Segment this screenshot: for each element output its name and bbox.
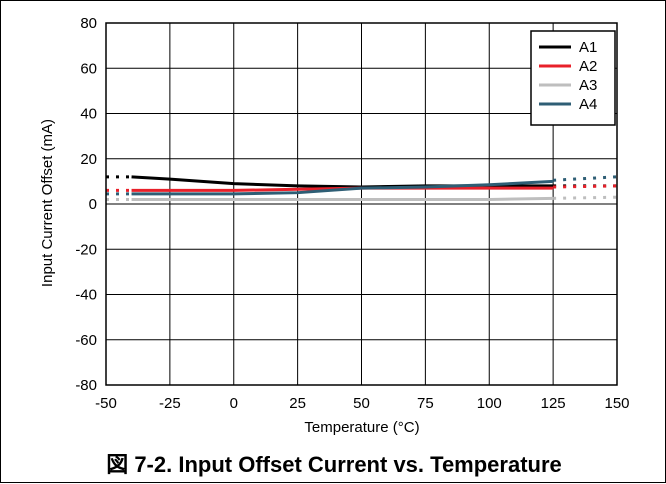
y-tick-label-2: 40 <box>80 106 97 123</box>
grid <box>106 23 617 385</box>
y-tick-label-4: 0 <box>89 196 97 213</box>
legend-label-A2: A2 <box>579 58 597 75</box>
legend: A1 A2 A3 A4 <box>530 30 616 126</box>
series-line-A3 <box>131 196 554 201</box>
x-tick-label-5: 75 <box>417 395 434 412</box>
x-axis-title: Temperature (°C) <box>304 419 419 436</box>
legend-label-A4: A4 <box>579 96 597 113</box>
x-tick-label-2: 0 <box>230 395 238 412</box>
series-line-A2 <box>131 186 554 192</box>
y-axis-ticks: 80 60 40 20 0 -20 -40 -60 -80 <box>75 15 97 394</box>
x-tick-label-7: 125 <box>541 395 566 412</box>
legend-box <box>530 30 616 126</box>
series-line-A4 <box>131 179 554 196</box>
legend-label-A3: A3 <box>579 77 597 94</box>
series-layer <box>106 175 618 201</box>
y-tick-label-5: -20 <box>75 241 97 258</box>
y-tick-label-6: -40 <box>75 287 97 304</box>
legend-label-A1: A1 <box>579 39 597 56</box>
y-axis-title: Input Current Offset (mA) <box>39 119 56 287</box>
x-axis-ticks: -50 -25 0 25 50 75 100 125 150 <box>95 395 629 412</box>
x-tick-label-8: 150 <box>604 395 629 412</box>
x-tick-label-1: -25 <box>159 395 181 412</box>
series-extrapolation-A3-right <box>553 195 618 200</box>
series-extrapolation-A4-right <box>553 175 618 182</box>
y-tick-label-8: -80 <box>75 377 97 394</box>
y-tick-label-7: -60 <box>75 332 97 349</box>
plot-border <box>105 22 618 386</box>
y-tick-label-3: 20 <box>80 151 97 168</box>
figure-caption: 図 7-2. Input Offset Current vs. Temperat… <box>106 452 562 477</box>
y-tick-label-1: 60 <box>80 60 97 77</box>
y-tick-label-0: 80 <box>80 15 97 32</box>
x-tick-label-4: 50 <box>353 395 370 412</box>
series-extrapolation-A2-right <box>553 184 618 189</box>
plot-area-border <box>105 22 618 386</box>
x-tick-label-6: 100 <box>477 395 502 412</box>
x-tick-label-0: -50 <box>95 395 117 412</box>
x-tick-label-3: 25 <box>289 395 306 412</box>
